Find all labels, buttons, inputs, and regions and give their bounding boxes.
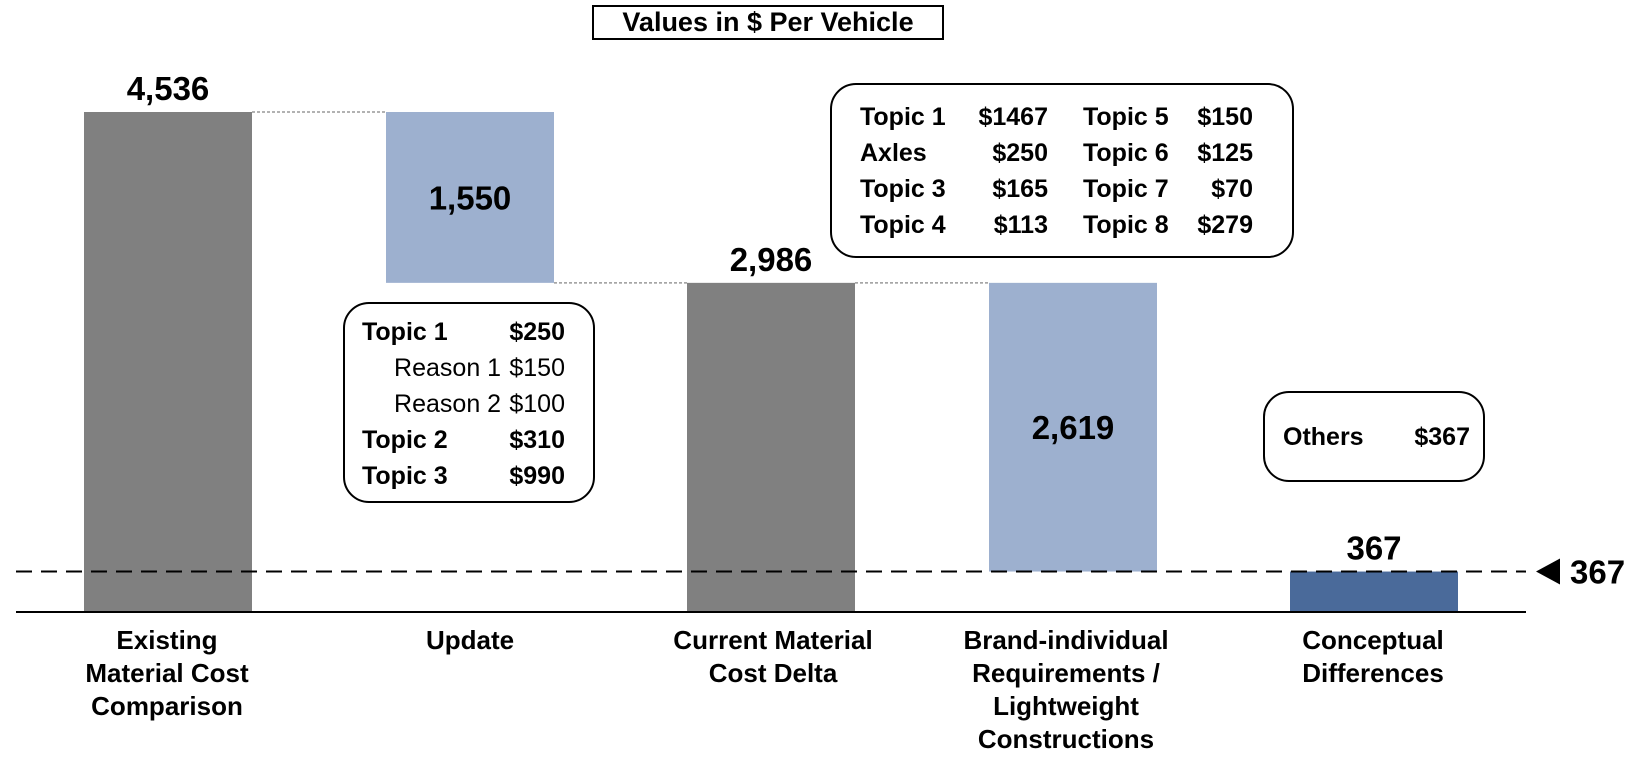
breakdown-item-value: $990 [509, 462, 565, 490]
update-breakdown-callout: Topic 1 $250 Reason 1 $150 Reason 2 $100… [343, 302, 595, 503]
breakdown-row: Topic 3 $165 Topic 7 $70 [860, 171, 1253, 207]
data-label: 2,619 [1032, 409, 1115, 446]
breakdown-row: Topic 1 $1467 Topic 5 $150 [860, 99, 1253, 135]
waterfall-bar [386, 112, 554, 283]
breakdown-item-value: $70 [1211, 175, 1253, 203]
chart-title: Values in $ Per Vehicle [592, 5, 944, 40]
reference-line-label: 367 [1570, 554, 1625, 591]
breakdown-item-name: Topic 8 [1083, 211, 1169, 239]
breakdown-item-name: Others [1283, 423, 1364, 451]
x-tick-label: Conceptual Differences [1302, 625, 1444, 688]
waterfall-bar [1290, 571, 1458, 612]
x-tick-label: Existing Material Cost Comparison [85, 625, 249, 721]
breakdown-item-value: $250 [509, 318, 565, 346]
data-label: 4,536 [127, 70, 210, 107]
breakdown-item-value: $250 [992, 139, 1048, 167]
data-label: 367 [1346, 530, 1401, 567]
breakdown-item-value: $125 [1197, 139, 1253, 167]
others-callout: Others $367 [1263, 391, 1485, 482]
x-tick-label: Current Material Cost Delta [673, 625, 873, 688]
breakdown-item-value: $165 [992, 175, 1048, 203]
breakdown-row: Topic 2 $310 [362, 422, 565, 458]
breakdown-item-name: Topic 2 [362, 426, 448, 454]
brand-breakdown-callout: Topic 1 $1467 Topic 5 $150 Axles $250 To… [830, 83, 1294, 258]
x-tick-label: Update [425, 625, 515, 655]
breakdown-row: Others $367 [1283, 419, 1470, 455]
x-tick-label: Brand-individual Requirements / Lightwei… [963, 625, 1169, 754]
breakdown-row: Reason 1 $150 [362, 350, 565, 386]
breakdown-item-name: Topic 3 [362, 462, 448, 490]
breakdown-item-name: Topic 1 [860, 103, 946, 131]
data-label: 2,986 [730, 241, 813, 278]
breakdown-item-value: $367 [1414, 423, 1470, 451]
breakdown-row: Topic 4 $113 Topic 8 $279 [860, 207, 1253, 243]
breakdown-item-value: $100 [509, 390, 565, 418]
breakdown-item-name: Topic 1 [362, 318, 448, 346]
waterfall-bar [989, 282, 1157, 572]
breakdown-row: Reason 2 $100 [362, 386, 565, 422]
breakdown-item-name: Axles [860, 139, 927, 167]
reference-arrow-icon [1536, 558, 1560, 585]
waterfall-bar [687, 282, 855, 612]
breakdown-item-name: Reason 1 [394, 354, 502, 382]
data-label: 1,550 [429, 179, 512, 216]
breakdown-item-value: $279 [1197, 211, 1253, 239]
breakdown-row: Topic 3 $990 [362, 458, 565, 494]
breakdown-item-value: $113 [993, 211, 1048, 239]
breakdown-row: Axles $250 Topic 6 $125 [860, 135, 1253, 171]
breakdown-item-name: Topic 4 [860, 211, 946, 239]
breakdown-item-name: Topic 3 [860, 175, 946, 203]
breakdown-item-name: Topic 5 [1083, 103, 1169, 131]
breakdown-item-value: $1467 [978, 103, 1048, 131]
breakdown-row: Topic 1 $250 [362, 314, 565, 350]
breakdown-item-value: $310 [509, 426, 565, 454]
breakdown-item-name: Topic 6 [1083, 139, 1169, 167]
breakdown-item-name: Topic 7 [1083, 175, 1169, 203]
breakdown-item-value: $150 [509, 354, 565, 382]
breakdown-item-name: Reason 2 [394, 390, 502, 418]
breakdown-item-value: $150 [1197, 103, 1253, 131]
waterfall-bar [84, 112, 252, 612]
